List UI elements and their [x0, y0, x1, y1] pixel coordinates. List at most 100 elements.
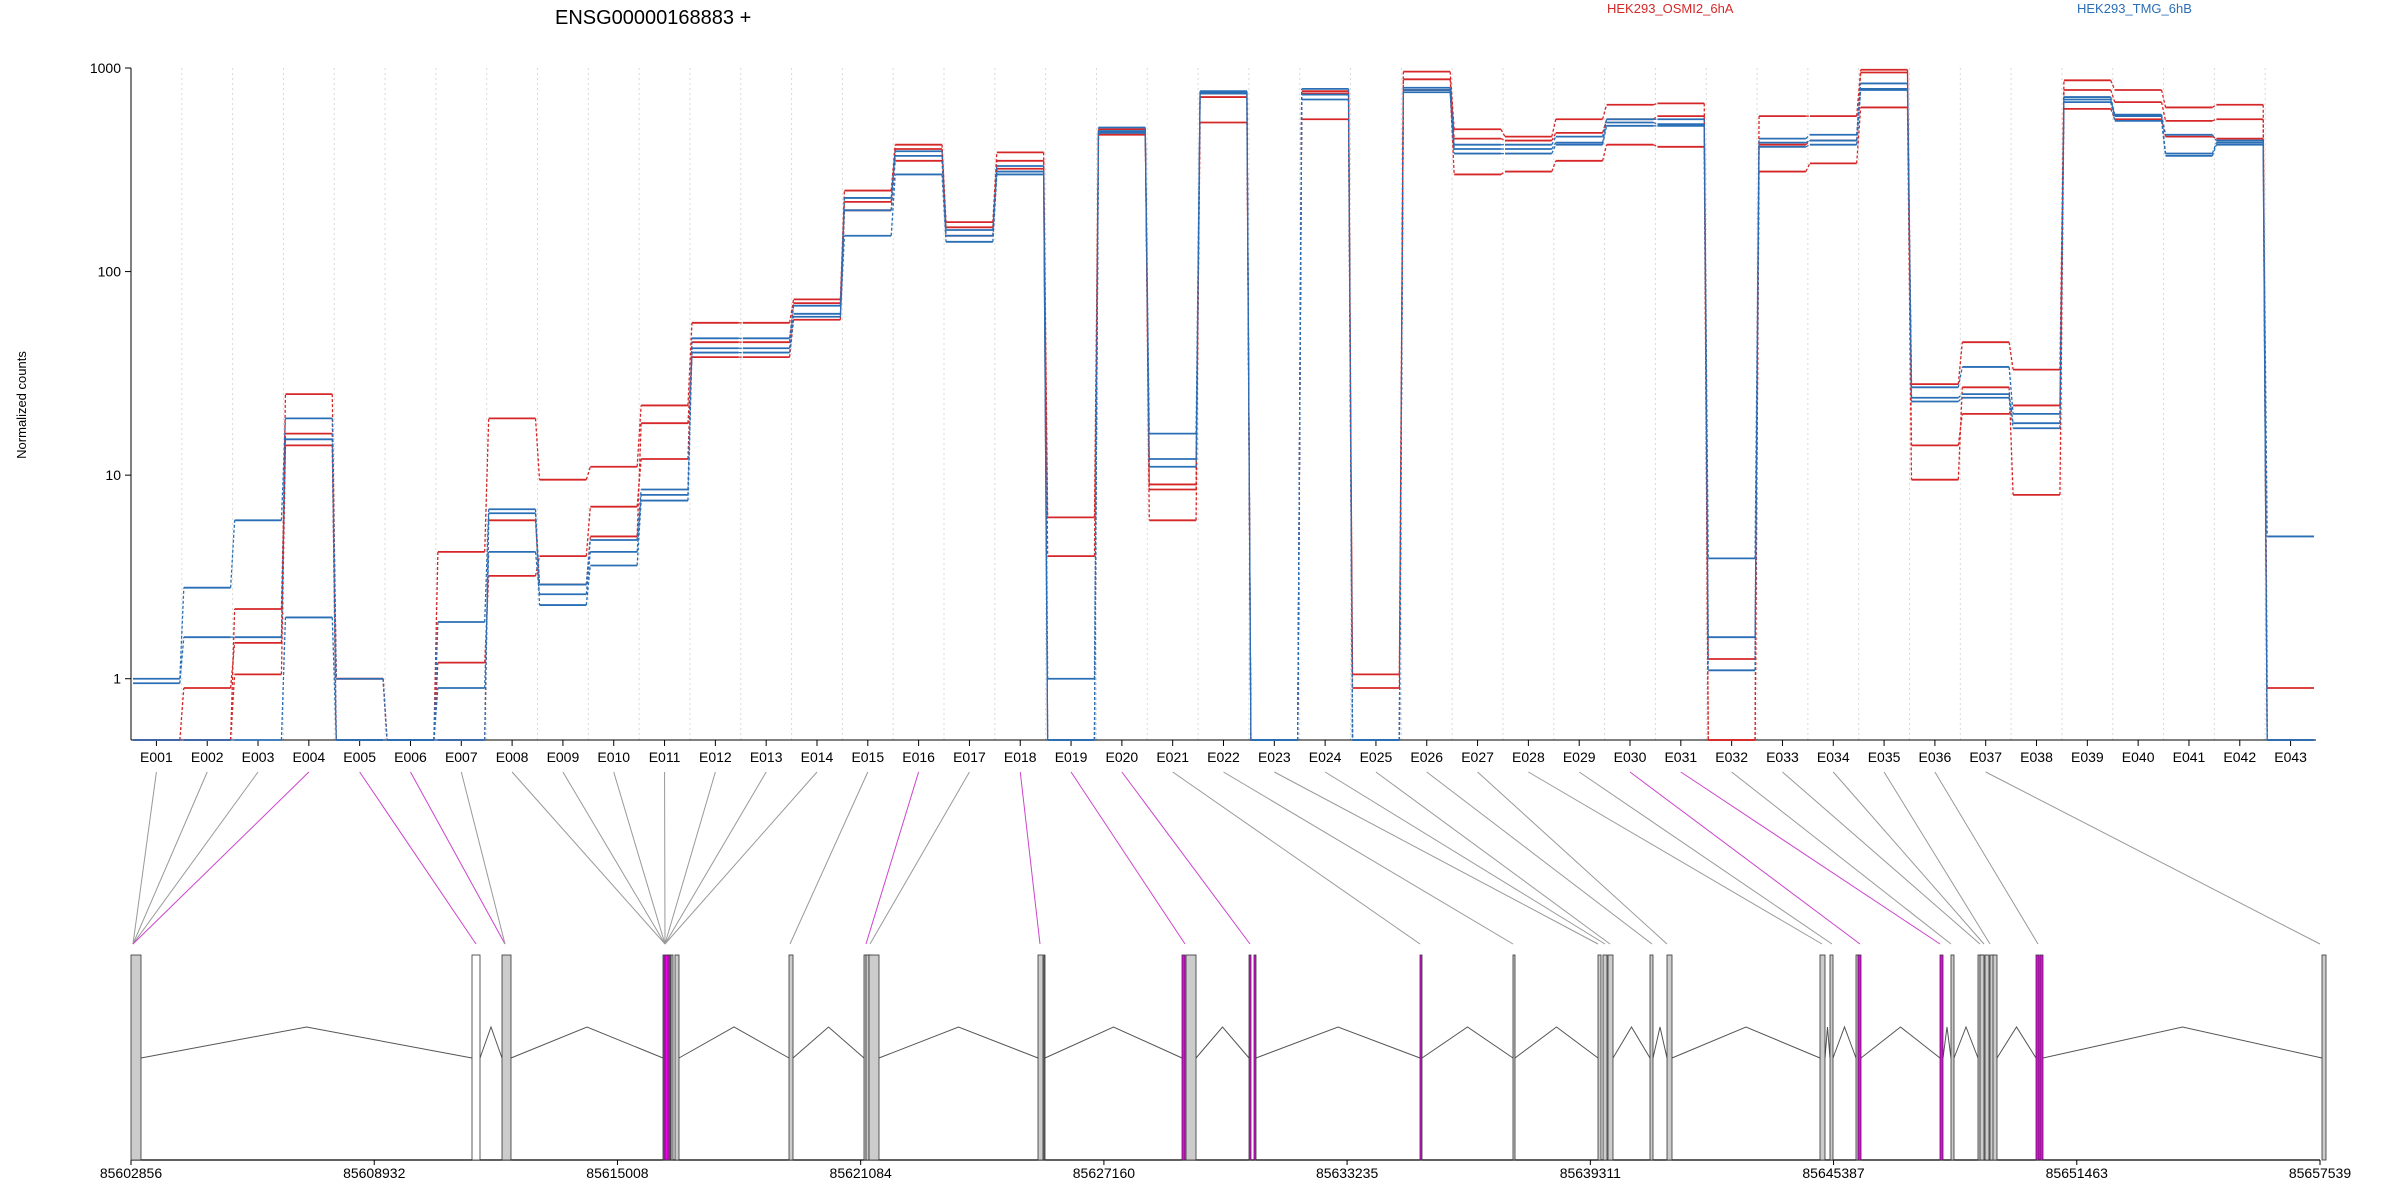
exon-block — [1666, 954, 1673, 1161]
intron-line — [1044, 1026, 1183, 1059]
series-connector — [1805, 134, 1811, 140]
series-connector — [1093, 132, 1100, 741]
exon-connector — [1731, 771, 1952, 945]
series-connector — [2008, 342, 2014, 370]
exon-block — [1248, 954, 1252, 1161]
genome-tick-label: 85657539 — [2289, 1165, 2352, 1181]
series-connector — [1754, 146, 1760, 671]
x-tick-label: E018 — [1004, 749, 1037, 765]
series-connector — [1805, 163, 1811, 172]
gene-model: 85602856 85608932 85615008 85621084 85627160… — [100, 954, 2352, 1181]
intron-line — [479, 1025, 503, 1059]
legend-label-tmg: HEK293_TMG_6hB — [2077, 1, 2192, 16]
series-connector — [1653, 102, 1658, 106]
series-connector — [2160, 120, 2167, 156]
x-tick-label: E028 — [1512, 749, 1545, 765]
x-tick-label: E029 — [1563, 749, 1596, 765]
exon-block — [1939, 954, 1944, 1161]
x-tick-label: E025 — [1360, 749, 1393, 765]
genome-tick-label: 85645387 — [1802, 1165, 1865, 1181]
exon-block — [1607, 954, 1614, 1161]
genome-tick-label: 85633235 — [1316, 1165, 1379, 1181]
series-connector — [585, 565, 591, 606]
series-connector — [1957, 393, 1963, 399]
exon-connector — [1680, 771, 1941, 945]
exon-block — [1185, 954, 1197, 1161]
intron-line — [1860, 1026, 1941, 1059]
x-tick-label: E035 — [1868, 749, 1901, 765]
series-connector — [890, 151, 896, 198]
series-connector — [229, 674, 236, 741]
intron-line — [1824, 1026, 1831, 1059]
series-connector — [890, 155, 896, 211]
y-tick-label: 1 — [113, 671, 121, 687]
exon-block — [1602, 954, 1608, 1161]
exon-block — [1857, 954, 1862, 1161]
exon-connector — [664, 771, 818, 945]
x-tick-label: E041 — [2173, 749, 2206, 765]
series-connector — [433, 687, 439, 741]
series-connector — [484, 551, 490, 689]
exon-connector — [1782, 771, 1981, 945]
series-connector — [2008, 397, 2014, 429]
exon-connector — [132, 771, 310, 945]
series-connector — [788, 316, 795, 353]
x-tick-label: E021 — [1156, 749, 1189, 765]
series-connector — [1144, 132, 1150, 467]
series-connector — [1601, 119, 1608, 137]
exon-block — [788, 954, 794, 1161]
exon-connector — [1528, 771, 1823, 945]
x-tick-label: E007 — [445, 749, 478, 765]
series-connector — [280, 445, 287, 675]
x-tick-label: E043 — [2274, 749, 2307, 765]
exon-block — [130, 954, 142, 1161]
x-tick-label: E030 — [1614, 749, 1647, 765]
exon-block — [1512, 954, 1516, 1161]
series-connector — [1347, 99, 1354, 741]
series-connector — [585, 506, 591, 557]
exon-connector — [664, 771, 716, 945]
series-line — [133, 82, 2314, 741]
exon-block — [1597, 954, 1602, 1161]
exon-block — [1649, 954, 1654, 1161]
series-connector — [1398, 79, 1404, 689]
series-connector — [2212, 118, 2217, 122]
series-connector — [941, 155, 947, 236]
x-tick-label: E036 — [1919, 749, 1952, 765]
intron-line — [678, 1026, 790, 1059]
exon-connector — [1934, 771, 2039, 945]
series-connector — [534, 551, 541, 595]
exon-block — [1979, 954, 1985, 1161]
exon-block — [471, 954, 481, 1161]
series-connector — [636, 405, 642, 467]
x-tick-label: E020 — [1106, 749, 1139, 765]
series-connector — [1805, 140, 1811, 146]
grid-lines — [181, 68, 2266, 740]
exon-block — [1181, 954, 1186, 1161]
exon-connector — [1426, 771, 1653, 945]
intron-line — [1612, 1026, 1651, 1059]
intron-line — [1953, 1025, 1979, 1059]
series-connector — [839, 235, 846, 317]
series-connector — [2008, 366, 2014, 414]
series-connector — [534, 513, 541, 606]
series-connector — [331, 418, 337, 679]
series-connector — [433, 551, 439, 741]
series-connector — [2059, 102, 2065, 429]
exon-block — [674, 954, 680, 1161]
exon-connector — [664, 771, 767, 945]
series-connector — [179, 637, 185, 684]
intron-line — [1421, 1026, 1514, 1059]
series-connector — [890, 174, 896, 236]
series-connector — [1246, 93, 1252, 741]
x-tick-label: E027 — [1461, 749, 1494, 765]
exon-connector — [1375, 771, 1611, 945]
series-connector — [1195, 92, 1201, 460]
exon-connector — [562, 771, 666, 945]
series-connector — [484, 509, 490, 622]
series-connector — [1551, 119, 1557, 137]
exon-block — [868, 954, 880, 1161]
series-connector — [1246, 91, 1252, 741]
series-connector — [585, 466, 591, 480]
series-connector — [687, 322, 693, 406]
